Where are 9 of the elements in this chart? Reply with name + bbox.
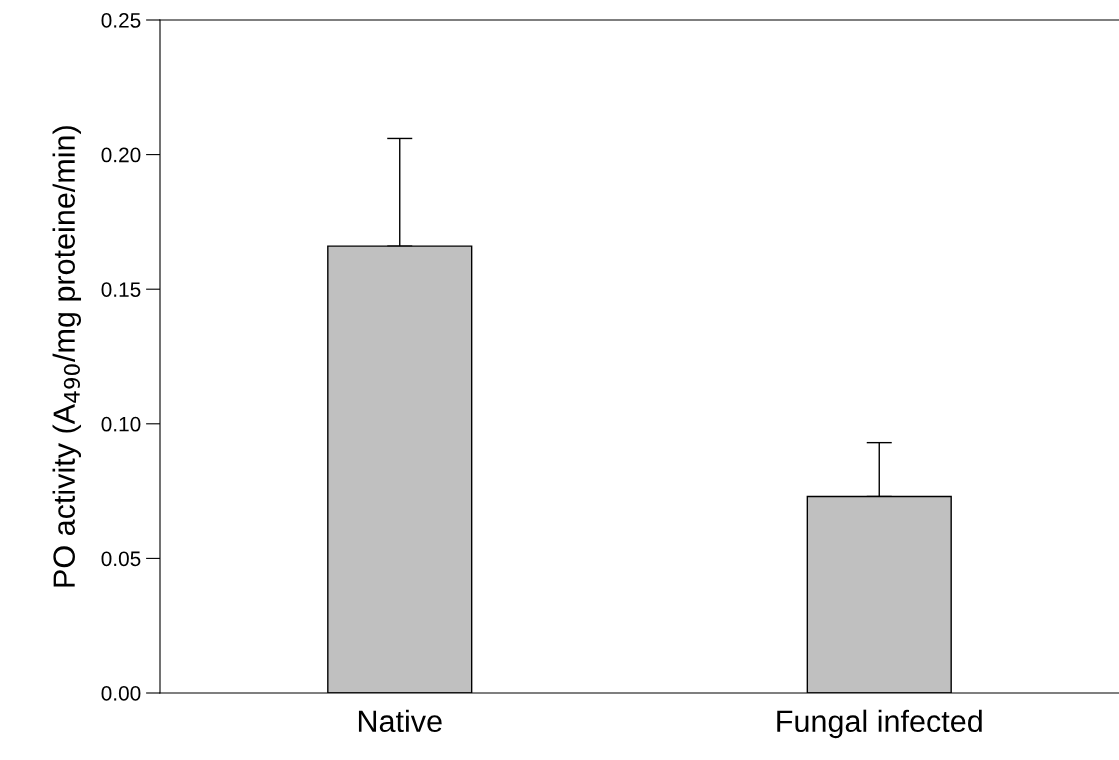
y-tick-label: 0.15 [101,282,141,297]
y-axis-title: PO activity (A$_{490}$/mg proteine/min) [52,126,82,587]
x-tick-label: Native [358,709,442,733]
y-tick-label: 0.00 [101,686,141,701]
x-tick-label: Fungal infected [777,709,982,739]
y-tick-label: 0.20 [101,147,141,163]
y-tick-label: 0.10 [101,416,141,432]
y-tick-label: 0.25 [101,13,141,28]
y-tick-label: 0.05 [101,551,141,567]
